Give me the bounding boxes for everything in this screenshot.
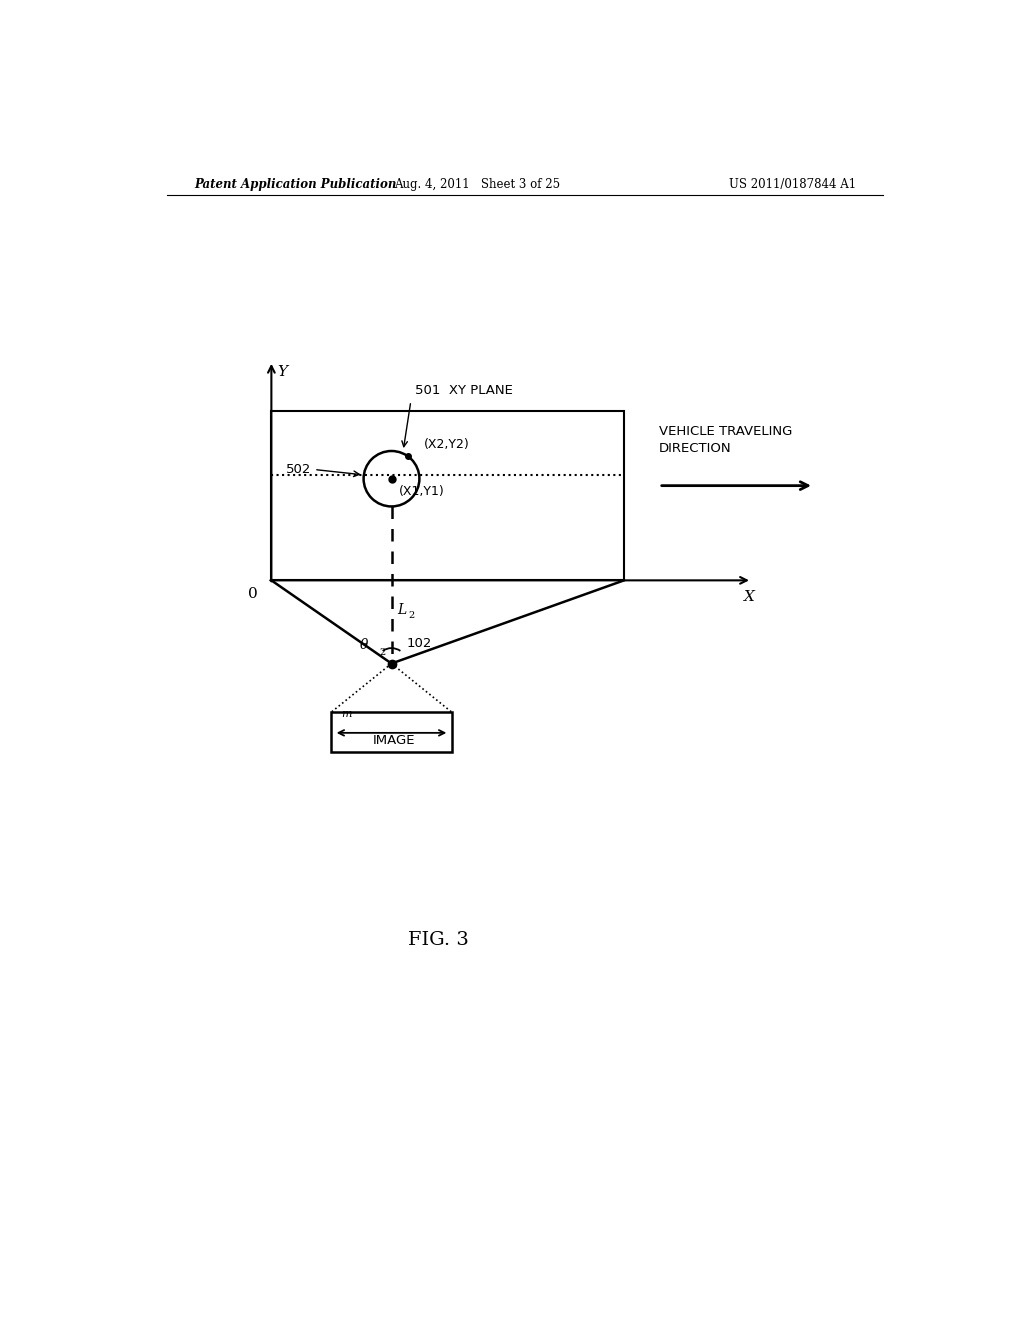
Text: Aug. 4, 2011   Sheet 3 of 25: Aug. 4, 2011 Sheet 3 of 25: [393, 178, 560, 190]
Text: Patent Application Publication: Patent Application Publication: [194, 178, 396, 190]
Text: FIG. 3: FIG. 3: [408, 931, 468, 949]
Text: 501  XY PLANE: 501 XY PLANE: [415, 384, 513, 397]
Text: (X2,Y2): (X2,Y2): [424, 437, 470, 450]
Text: θ: θ: [359, 638, 369, 652]
Text: X: X: [744, 590, 755, 603]
Text: m: m: [341, 709, 351, 719]
Text: Y: Y: [278, 364, 288, 379]
Text: 502: 502: [287, 463, 311, 477]
Text: 2: 2: [409, 611, 415, 619]
Text: IMAGE: IMAGE: [373, 734, 415, 747]
Text: (X1,Y1): (X1,Y1): [399, 484, 445, 498]
Bar: [332, 711, 452, 752]
Text: 0: 0: [248, 586, 257, 601]
Bar: [271, 411, 624, 581]
Text: US 2011/0187844 A1: US 2011/0187844 A1: [729, 178, 856, 190]
Text: 102: 102: [407, 636, 432, 649]
Text: L: L: [397, 603, 407, 616]
Text: VEHICLE TRAVELING
DIRECTION: VEHICLE TRAVELING DIRECTION: [658, 425, 793, 455]
Text: 2: 2: [379, 648, 385, 657]
